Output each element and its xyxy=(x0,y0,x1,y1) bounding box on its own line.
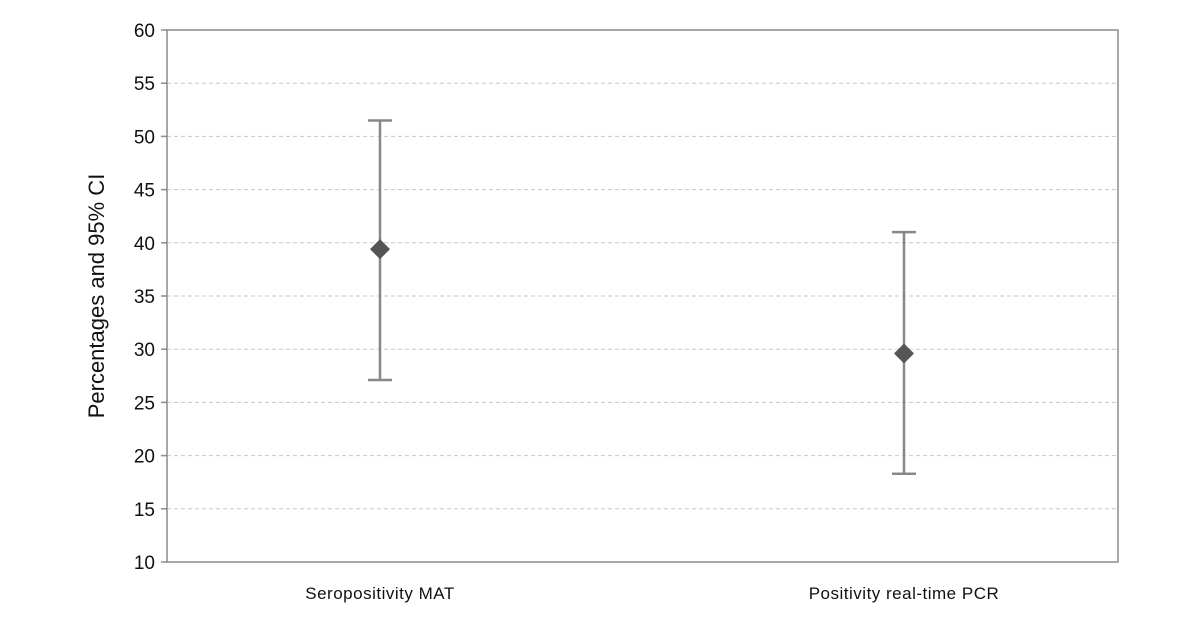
y-tick-label: 30 xyxy=(134,340,155,361)
y-tick-label: 60 xyxy=(134,21,155,42)
y-tick-label: 25 xyxy=(134,393,155,414)
x-category-label: Positivity real-time PCR xyxy=(809,584,1000,603)
y-tick-label: 40 xyxy=(134,234,155,255)
data-point-diamond xyxy=(370,239,390,260)
y-axis-title: Percentages and 95% CI xyxy=(84,174,109,419)
y-axis-ticks: 10 15 20 25 30 35 40 45 50 55 60 xyxy=(134,21,167,574)
y-tick-label: 15 xyxy=(134,500,155,521)
data-marks xyxy=(368,119,916,475)
x-axis-categories: Seropositivity MAT Positivity real-time P… xyxy=(305,584,999,603)
y-tick-label: 55 xyxy=(134,74,155,95)
y-tick-label: 35 xyxy=(134,287,155,308)
y-tick-label: 50 xyxy=(134,127,155,148)
y-tick-label: 20 xyxy=(134,447,155,468)
y-tick-label: 45 xyxy=(134,181,155,202)
gridlines xyxy=(167,82,1118,510)
x-category-label: Seropositivity MAT xyxy=(305,584,454,603)
y-tick-label: 10 xyxy=(134,553,155,574)
data-point-diamond xyxy=(894,343,914,364)
